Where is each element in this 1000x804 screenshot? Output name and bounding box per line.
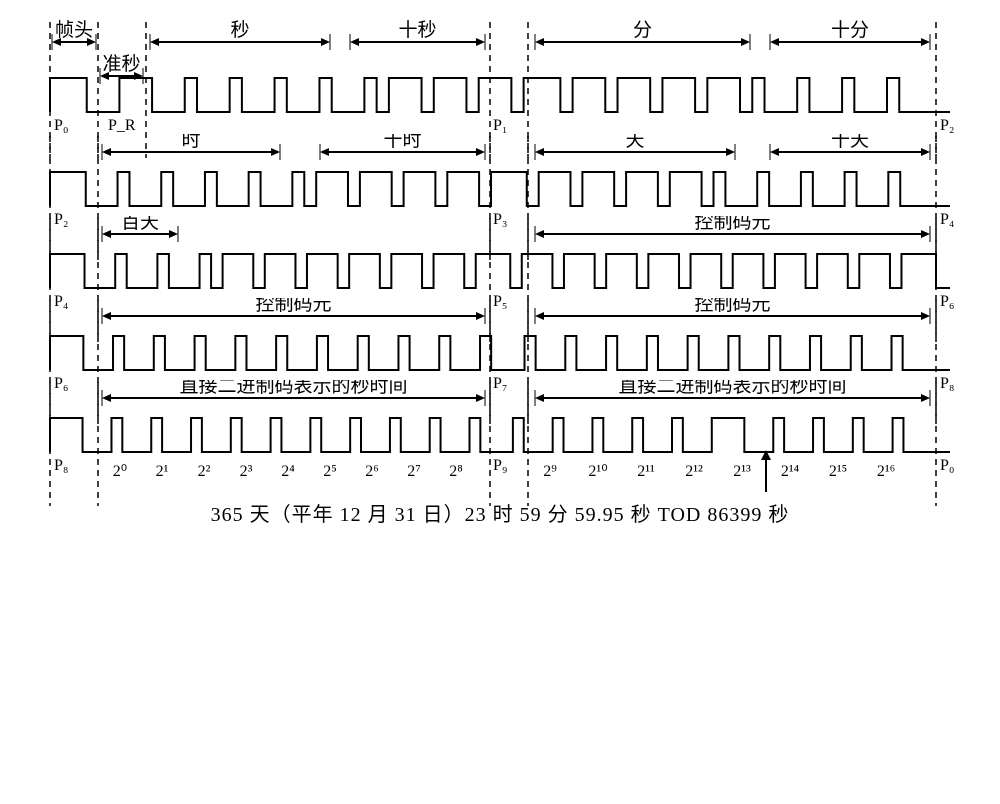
svg-text:2⁶: 2⁶ (365, 463, 379, 480)
svg-text:P₂: P₂ (940, 117, 954, 134)
svg-text:十时: 十时 (383, 134, 421, 151)
svg-text:时: 时 (181, 134, 200, 151)
svg-text:直接二进制码表示的秒时间: 直接二进制码表示的秒时间 (618, 380, 846, 397)
svg-text:直接二进制码表示的秒时间: 直接二进制码表示的秒时间 (179, 380, 407, 397)
svg-text:百天: 百天 (121, 216, 159, 233)
svg-text:2²: 2² (198, 463, 211, 480)
svg-text:十秒: 十秒 (398, 20, 436, 41)
svg-text:2¹²: 2¹² (685, 463, 703, 480)
svg-text:秒: 秒 (230, 20, 249, 41)
svg-text:分: 分 (633, 20, 652, 41)
timing-row-4: 直接二进制码表示的秒时间 直接二进制码表示的秒时间 P₈ P₀ P₉ 2⁰ 2¹ 2² 2³ 2⁴… (30, 380, 970, 488)
svg-text:天: 天 (625, 134, 644, 151)
svg-text:2¹: 2¹ (156, 463, 169, 480)
svg-text:2⁵: 2⁵ (323, 463, 337, 480)
svg-text:准秒: 准秒 (102, 53, 140, 75)
svg-text:2¹¹: 2¹¹ (637, 463, 655, 480)
svg-text:2⁸: 2⁸ (449, 463, 463, 480)
svg-text:2¹³: 2¹³ (733, 463, 751, 480)
svg-text:2⁰: 2⁰ (113, 463, 127, 480)
svg-text:帧头: 帧头 (55, 20, 93, 41)
svg-text:P₉: P₉ (493, 457, 507, 474)
svg-text:2¹⁴: 2¹⁴ (781, 463, 800, 480)
svg-text:控制码元: 控制码元 (255, 298, 331, 315)
svg-text:2¹⁶: 2¹⁶ (877, 463, 895, 480)
svg-text:P₀: P₀ (940, 457, 954, 474)
svg-text:十天: 十天 (831, 134, 869, 151)
svg-text:十分: 十分 (831, 20, 869, 41)
svg-text:2³: 2³ (240, 463, 253, 480)
svg-text:P_R: P_R (108, 117, 136, 134)
svg-text:控制码元: 控制码元 (694, 298, 770, 315)
svg-text:2¹⁰: 2¹⁰ (588, 463, 607, 480)
svg-text:控制码元: 控制码元 (694, 216, 770, 233)
svg-text:2¹⁵: 2¹⁵ (829, 463, 847, 480)
svg-text:2⁹: 2⁹ (543, 463, 557, 480)
svg-text:P₁: P₁ (493, 117, 507, 134)
svg-text:P₈: P₈ (54, 457, 68, 474)
svg-text:2⁴: 2⁴ (281, 463, 295, 480)
svg-text:2⁷: 2⁷ (407, 463, 421, 480)
irig-b-frame-diagram: 帧头准秒秒十秒分十分P₀P₂P₁P_R时十时天十天P₂P₄P₃百天控制码元P₄P… (30, 20, 970, 488)
svg-text:P₀: P₀ (54, 117, 68, 134)
